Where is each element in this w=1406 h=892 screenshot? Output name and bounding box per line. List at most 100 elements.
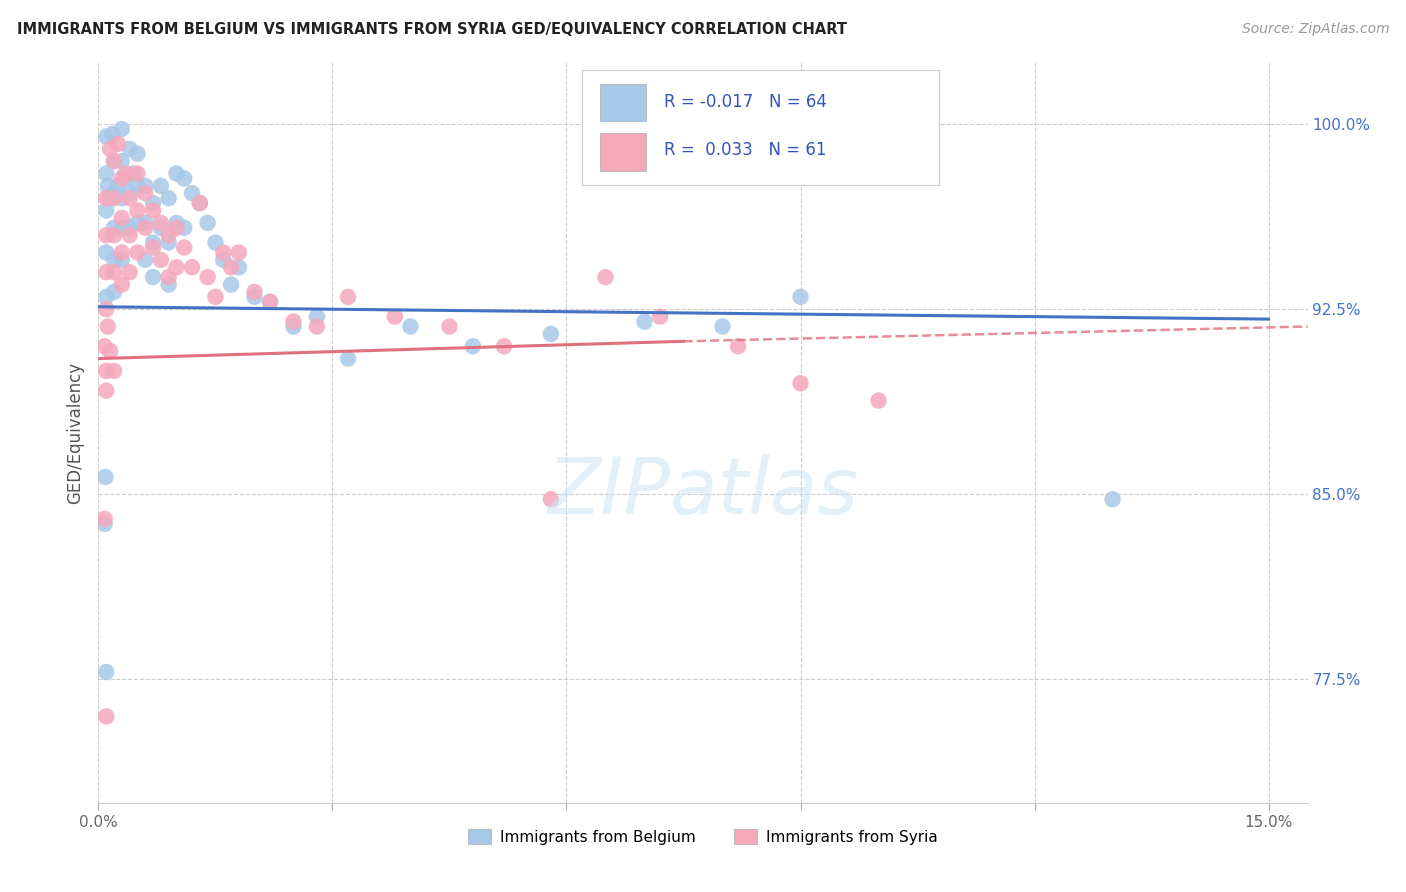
Point	[142, 196, 165, 211]
Point	[114, 166, 136, 180]
Point	[181, 260, 204, 275]
Point	[595, 270, 617, 285]
Point	[127, 245, 149, 260]
Point	[384, 310, 406, 324]
Point	[142, 235, 165, 250]
Point	[97, 178, 120, 193]
Point	[149, 220, 172, 235]
Point	[127, 178, 149, 193]
Point	[157, 277, 180, 292]
Point	[868, 393, 890, 408]
Point	[111, 154, 134, 169]
Point	[165, 166, 187, 180]
Point	[103, 228, 125, 243]
Point	[96, 245, 118, 260]
Point	[127, 203, 149, 218]
Point	[103, 154, 125, 169]
Point	[107, 136, 129, 151]
Point	[197, 270, 219, 285]
Point	[259, 294, 281, 309]
Legend: Immigrants from Belgium, Immigrants from Syria: Immigrants from Belgium, Immigrants from…	[463, 822, 943, 851]
Point	[243, 285, 266, 299]
Point	[103, 265, 125, 279]
Point	[111, 211, 134, 225]
Point	[165, 216, 187, 230]
Point	[633, 314, 655, 328]
Point	[103, 191, 125, 205]
Point	[96, 203, 118, 218]
Point	[219, 260, 242, 275]
Point	[789, 376, 811, 391]
Point	[461, 339, 484, 353]
Point	[111, 245, 134, 260]
Point	[157, 235, 180, 250]
Point	[494, 339, 516, 353]
Point	[94, 470, 117, 484]
Point	[118, 186, 141, 201]
Point	[711, 319, 734, 334]
Point	[96, 166, 118, 180]
Point	[283, 319, 305, 334]
Point	[157, 191, 180, 205]
Point	[111, 191, 134, 205]
Point	[149, 252, 172, 267]
Point	[93, 339, 115, 353]
Point	[337, 351, 360, 366]
Point	[337, 290, 360, 304]
Point	[96, 302, 118, 317]
Point	[399, 319, 422, 334]
Point	[540, 326, 562, 341]
Point	[173, 240, 195, 254]
Point	[134, 252, 156, 267]
Point	[283, 314, 305, 328]
Point	[157, 270, 180, 285]
Point	[305, 310, 328, 324]
Point	[96, 191, 118, 205]
Point	[98, 191, 121, 205]
Y-axis label: GED/Equivalency: GED/Equivalency	[66, 361, 84, 504]
Point	[165, 220, 187, 235]
Point	[219, 277, 242, 292]
Point	[118, 228, 141, 243]
Point	[103, 154, 125, 169]
Point	[204, 290, 226, 304]
Point	[1101, 492, 1123, 507]
Point	[96, 129, 118, 144]
Text: Source: ZipAtlas.com: Source: ZipAtlas.com	[1241, 22, 1389, 37]
Point	[134, 220, 156, 235]
Point	[212, 245, 235, 260]
Point	[540, 492, 562, 507]
Point	[103, 220, 125, 235]
Point	[228, 260, 250, 275]
Point	[188, 196, 211, 211]
Point	[107, 178, 129, 193]
Point	[173, 171, 195, 186]
Point	[101, 127, 124, 141]
Point	[103, 186, 125, 201]
Text: IMMIGRANTS FROM BELGIUM VS IMMIGRANTS FROM SYRIA GED/EQUIVALENCY CORRELATION CHA: IMMIGRANTS FROM BELGIUM VS IMMIGRANTS FR…	[17, 22, 846, 37]
Point	[111, 277, 134, 292]
Point	[103, 252, 125, 267]
Point	[228, 245, 250, 260]
Point	[111, 171, 134, 186]
Point	[134, 186, 156, 201]
Point	[212, 252, 235, 267]
Point	[111, 252, 134, 267]
Point	[118, 191, 141, 205]
Point	[181, 186, 204, 201]
Point	[204, 235, 226, 250]
Point	[103, 364, 125, 378]
Point	[173, 220, 195, 235]
Point	[243, 290, 266, 304]
Point	[98, 142, 121, 156]
Point	[149, 216, 172, 230]
Point	[111, 122, 134, 136]
Point	[127, 146, 149, 161]
Point	[165, 260, 187, 275]
Point	[142, 203, 165, 218]
Point	[103, 285, 125, 299]
Point	[96, 265, 118, 279]
Point	[142, 270, 165, 285]
Point	[96, 228, 118, 243]
Point	[96, 384, 118, 398]
